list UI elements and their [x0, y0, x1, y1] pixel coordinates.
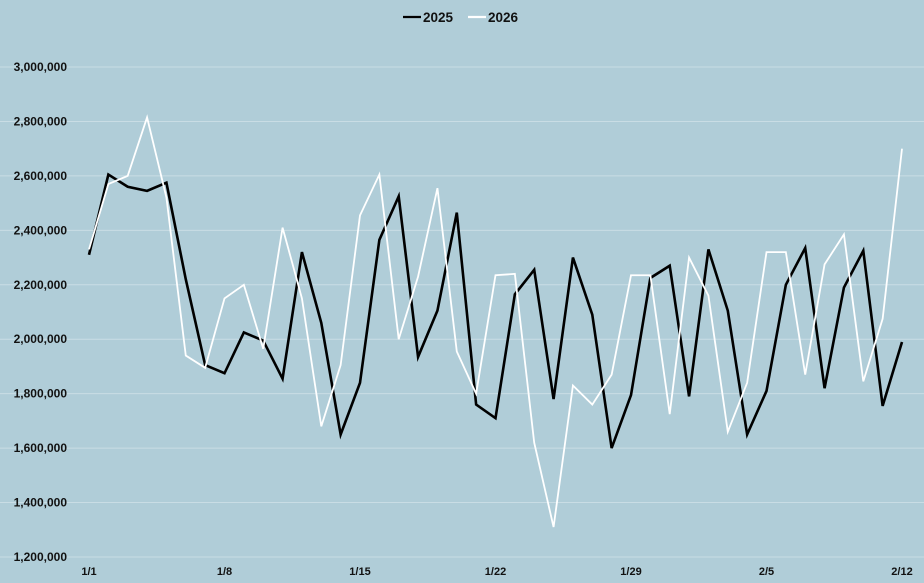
legend-label: 2025 — [423, 10, 454, 25]
x-tick-label: 1/29 — [620, 566, 641, 578]
y-tick-label: 1,200,000 — [14, 550, 68, 564]
x-axis: 1/1 1/8 1/15 1/22 1/29 2/5 2/12 — [81, 566, 912, 578]
y-tick-label: 2,200,000 — [14, 278, 68, 292]
x-tick-label: 1/15 — [349, 566, 370, 578]
series-lines — [87, 114, 904, 528]
x-tick-label: 2/12 — [891, 566, 912, 578]
grid-lines — [0, 66, 924, 558]
y-axis: 1,200,000 1,400,000 1,600,000 1,800,000 2,00… — [14, 60, 68, 564]
y-tick-label: 2,400,000 — [14, 223, 68, 237]
y-tick-label: 1,400,000 — [14, 496, 68, 510]
legend-item-2025: 2025 — [403, 10, 454, 25]
x-tick-label: 1/8 — [217, 566, 232, 578]
series-line-2025 — [87, 172, 904, 449]
legend: 2025 2026 — [403, 10, 519, 25]
y-tick-label: 2,000,000 — [14, 332, 68, 346]
y-tick-label: 1,800,000 — [14, 387, 68, 401]
y-tick-label: 3,000,000 — [14, 60, 68, 74]
y-tick-label: 1,600,000 — [14, 441, 68, 455]
legend-item-2026: 2026 — [468, 10, 519, 25]
legend-label: 2026 — [488, 10, 519, 25]
y-tick-label: 2,600,000 — [14, 169, 68, 183]
x-tick-label: 1/22 — [485, 566, 506, 578]
series-line-2026 — [88, 114, 903, 528]
y-tick-label: 2,800,000 — [14, 114, 68, 128]
x-tick-label: 2/5 — [759, 566, 774, 578]
x-tick-label: 1/1 — [81, 566, 96, 578]
